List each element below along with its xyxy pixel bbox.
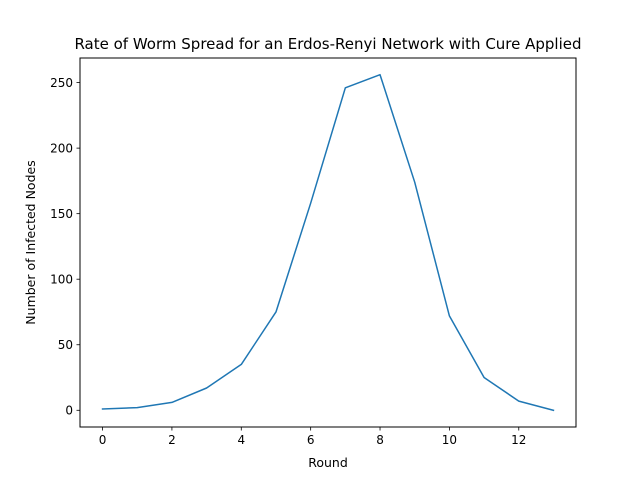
x-tick-label: 2 [168,433,176,447]
plot-frame [79,57,577,428]
chart-title: Rate of Worm Spread for an Erdos-Renyi N… [74,35,581,53]
y-tick-label: 250 [50,76,73,90]
y-tick-label: 150 [50,207,73,221]
x-tick-label: 10 [442,433,457,447]
x-tick-label: 6 [307,433,315,447]
x-tick-label: 0 [99,433,107,447]
x-axis-ticks: 0 2 4 6 8 10 12 [99,427,526,447]
y-axis-ticks: 0 50 100 150 200 250 [50,76,80,418]
y-tick-label: 50 [58,338,73,352]
y-tick-label: 0 [65,404,73,418]
series-layer [101,73,555,412]
plot-area [80,58,576,427]
y-tick-label: 200 [50,141,73,155]
x-tick-label: 12 [511,433,526,447]
x-axis-label: Round [308,455,348,470]
y-tick-label: 100 [50,273,73,287]
y-axis-label: Number of Infected Nodes [23,160,38,324]
x-tick-label: 8 [376,433,384,447]
x-tick-label: 4 [237,433,245,447]
series-line-0 [101,73,555,412]
